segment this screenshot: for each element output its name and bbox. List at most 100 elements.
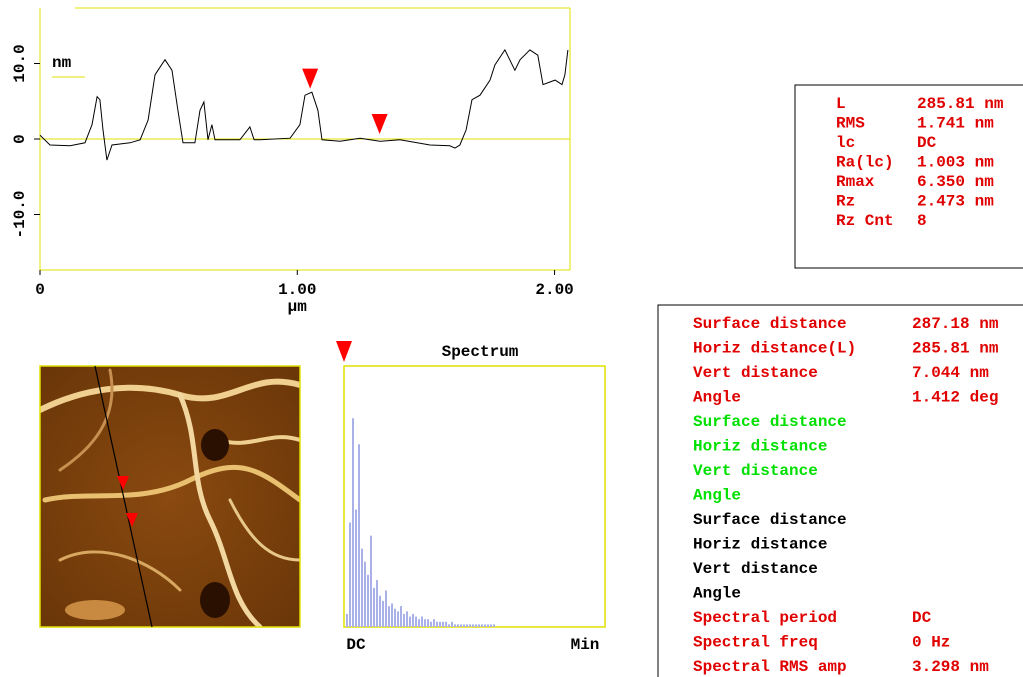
spectrum-bar xyxy=(418,619,420,627)
spectrum-bar xyxy=(478,624,480,627)
spectrum-bar xyxy=(490,624,492,627)
measurement-label: Horiz distance xyxy=(693,438,827,456)
spectrum-bar xyxy=(493,624,495,627)
roughness-label: L xyxy=(836,95,846,113)
measurement-label: Vert distance xyxy=(693,462,818,480)
measurement-label: Vert distance xyxy=(693,364,818,382)
spectrum-bar xyxy=(367,574,369,627)
spectrum-bar xyxy=(451,621,453,627)
measurement-value: 285.81 nm xyxy=(912,340,999,358)
measurement-label: Horiz distance xyxy=(693,536,827,554)
spectrum-bar xyxy=(436,621,438,627)
chart-title: Spectrum xyxy=(442,343,519,361)
spectrum-cursor xyxy=(336,341,352,362)
spectrum-bar xyxy=(403,613,405,627)
x-axis-label: µm xyxy=(288,298,308,316)
y-tick-label: 10.0 xyxy=(11,44,29,82)
y-tick-label: -10.0 xyxy=(11,190,29,238)
measurement-label: Surface distance xyxy=(693,413,847,431)
spectrum-bar xyxy=(382,600,384,627)
spectrum-bar xyxy=(352,418,354,627)
spectrum-bar xyxy=(448,624,450,627)
spectrum-bar xyxy=(379,595,381,627)
measurement-value: 0 Hz xyxy=(912,634,950,652)
measurement-label: Horiz distance(L) xyxy=(693,340,856,358)
spectrum-bar xyxy=(469,624,471,627)
spectrum-bar xyxy=(400,606,402,627)
spectrum-bar xyxy=(481,624,483,627)
measurement-value: 3.298 nm xyxy=(912,658,989,676)
spectrum-bar xyxy=(463,624,465,627)
roughness-label: Rz xyxy=(836,193,855,211)
spectrum-bar xyxy=(385,590,387,627)
spectrum-bar xyxy=(415,616,417,627)
roughness-value: 2.473 nm xyxy=(917,193,994,211)
measurement-value: DC xyxy=(912,609,932,627)
roughness-box xyxy=(794,84,1023,269)
roughness-value: 1.741 nm xyxy=(917,115,994,133)
profile-line xyxy=(39,48,569,161)
spectrum-bar xyxy=(421,616,423,627)
spectrum-bar xyxy=(472,624,474,627)
roughness-value: 8 xyxy=(917,212,927,230)
spectrum-bar xyxy=(487,624,489,627)
measurement-label: Angle xyxy=(693,487,741,505)
x-label: DC xyxy=(346,636,366,654)
measurement-label: Spectral period xyxy=(693,609,837,627)
roughness-value: DC xyxy=(917,134,937,152)
spectrum-bar xyxy=(358,444,360,627)
x-tick-label: 2.00 xyxy=(535,281,573,299)
spectrum-bar xyxy=(439,621,441,627)
spectrum-bar xyxy=(460,624,462,627)
spectrum-bar xyxy=(484,624,486,627)
roughness-label: Rmax xyxy=(836,173,875,191)
spectrum-bar xyxy=(364,561,366,627)
y-tick-label: 0 xyxy=(11,134,29,144)
spectrum-bar xyxy=(427,619,429,627)
measurement-box xyxy=(657,304,1023,677)
spectrum-bar xyxy=(433,619,435,627)
cursor-marker xyxy=(302,68,319,89)
spectrum-bar xyxy=(406,611,408,627)
spectrum-bar xyxy=(388,606,390,627)
spectrum-bar xyxy=(361,548,363,627)
roughness-value: 6.350 nm xyxy=(917,173,994,191)
measurement-value: 7.044 nm xyxy=(912,364,989,382)
spectrum-bar xyxy=(394,608,396,627)
measurement-value: 1.412 deg xyxy=(912,389,998,407)
cursor-marker xyxy=(371,113,388,134)
roughness-label: RMS xyxy=(836,115,865,133)
measurement-label: Angle xyxy=(693,585,741,603)
spectrum-bar xyxy=(466,624,468,627)
spectrum-bar xyxy=(391,603,393,627)
x-tick-label: 0 xyxy=(35,281,45,299)
spectrum-bar xyxy=(475,624,477,627)
spectrum-bar xyxy=(355,509,357,627)
measurement-label: Angle xyxy=(693,389,741,407)
spectrum-bar xyxy=(373,587,375,627)
measurement-label: Surface distance xyxy=(693,315,847,333)
measurement-value: 287.18 nm xyxy=(912,315,999,333)
measurement-label: Vert distance xyxy=(693,560,818,578)
spectrum-bar xyxy=(346,613,348,627)
roughness-value: 285.81 nm xyxy=(917,95,1004,113)
x-label: Min xyxy=(571,636,600,654)
spectrum-bar xyxy=(370,535,372,627)
x-tick-label: 1.00 xyxy=(278,281,316,299)
measurement-label: Surface distance xyxy=(693,511,847,529)
measurement-label: Spectral RMS amp xyxy=(693,658,847,676)
spectrum-bar xyxy=(445,621,447,627)
spectrum-bar xyxy=(454,624,456,627)
spectrum-bar xyxy=(457,624,459,627)
legend-label: nm xyxy=(52,54,72,72)
spectrum-bar xyxy=(409,616,411,627)
spectrum-bar xyxy=(349,522,351,627)
spectrum-bar xyxy=(442,621,444,627)
spectrum-bar xyxy=(424,619,426,627)
roughness-label: lc xyxy=(836,134,855,152)
roughness-value: 1.003 nm xyxy=(917,154,994,172)
spectrum-bar xyxy=(376,580,378,627)
spectrum-bar xyxy=(430,621,432,627)
